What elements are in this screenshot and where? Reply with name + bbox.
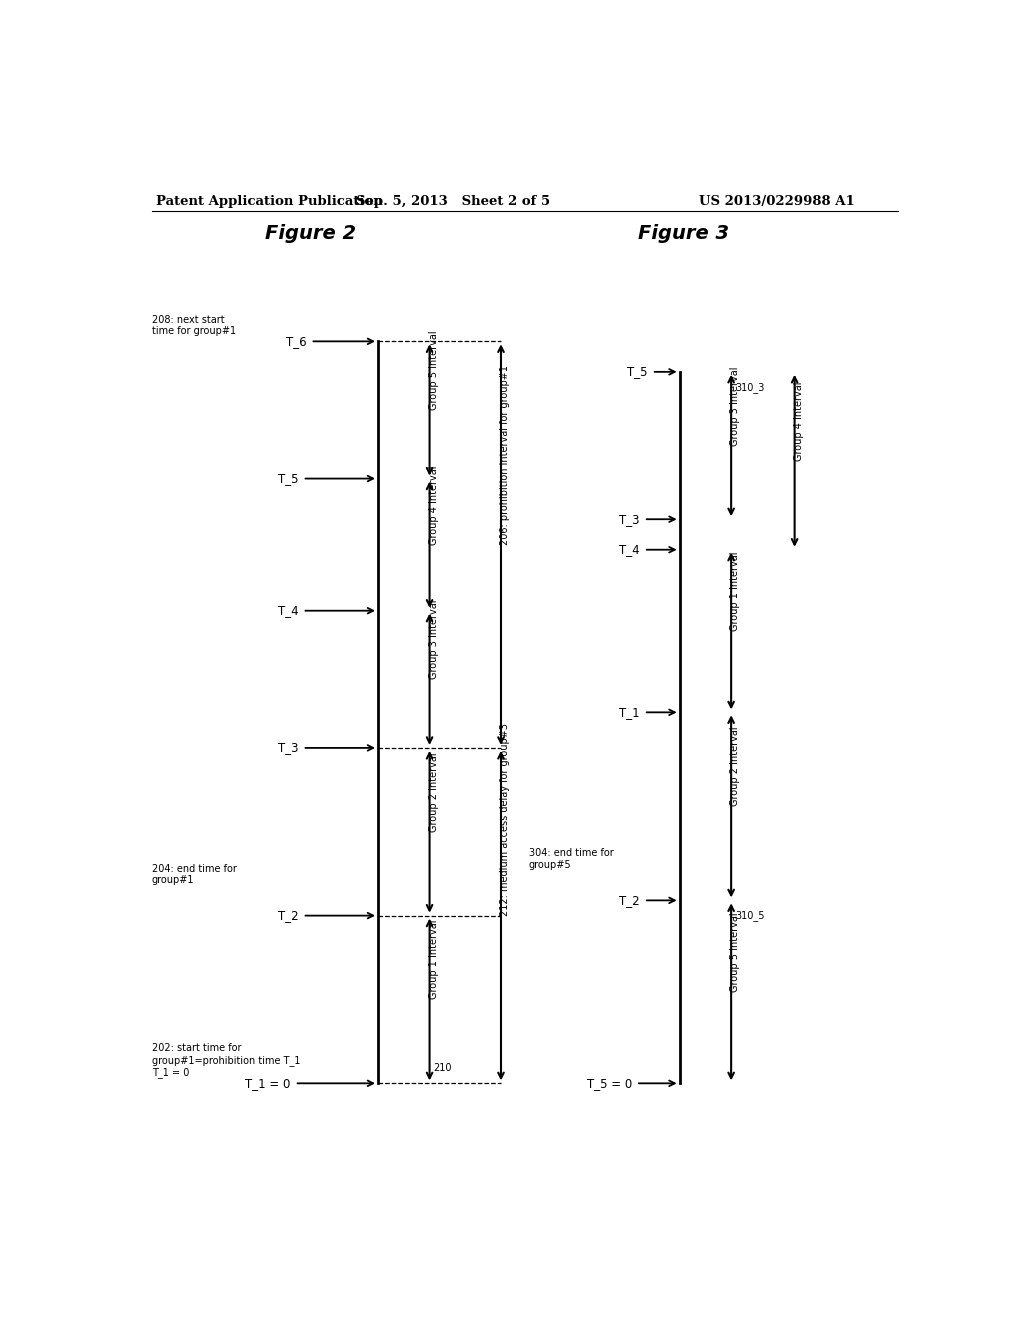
Text: T_5: T_5: [628, 366, 648, 379]
Text: 210: 210: [433, 1063, 452, 1073]
Text: Sep. 5, 2013   Sheet 2 of 5: Sep. 5, 2013 Sheet 2 of 5: [356, 195, 551, 209]
Text: Group 5 Interval: Group 5 Interval: [730, 912, 740, 991]
Text: T_5 = 0: T_5 = 0: [587, 1077, 632, 1090]
Text: Group 3 Interval: Group 3 Interval: [428, 599, 438, 680]
Text: Patent Application Publication: Patent Application Publication: [156, 195, 383, 209]
Text: 310_5: 310_5: [735, 911, 765, 921]
Text: 310_3: 310_3: [735, 381, 765, 393]
Text: Group 5 Interval: Group 5 Interval: [428, 330, 438, 411]
Text: 212: medium access delay for group#3: 212: medium access delay for group#3: [500, 722, 510, 916]
Text: Group 2 Interval: Group 2 Interval: [730, 727, 740, 807]
Text: Group 4 Interval: Group 4 Interval: [428, 465, 438, 545]
Text: Figure 3: Figure 3: [638, 224, 729, 243]
Text: Figure 2: Figure 2: [265, 224, 356, 243]
Text: T_2: T_2: [620, 894, 640, 907]
Text: T_4: T_4: [620, 544, 640, 556]
Text: T_4: T_4: [278, 605, 299, 618]
Text: 304: end time for
group#5: 304: end time for group#5: [528, 849, 613, 870]
Text: Group 2 Interval: Group 2 Interval: [428, 752, 438, 832]
Text: 208: next start
time for group#1: 208: next start time for group#1: [152, 314, 236, 337]
Text: Group 3 Interval: Group 3 Interval: [730, 366, 740, 446]
Text: T_2: T_2: [278, 909, 299, 923]
Text: 204: end time for
group#1: 204: end time for group#1: [152, 863, 237, 886]
Text: Group 1 Interval: Group 1 Interval: [730, 552, 740, 631]
Text: 206: prohibition interval for group#1: 206: prohibition interval for group#1: [500, 364, 510, 545]
Text: Group 4 Interval: Group 4 Interval: [794, 381, 804, 461]
Text: T_3: T_3: [279, 742, 299, 755]
Text: T_3: T_3: [620, 512, 640, 525]
Text: US 2013/0229988 A1: US 2013/0229988 A1: [699, 195, 855, 209]
Text: T_1 = 0: T_1 = 0: [246, 1077, 291, 1090]
Text: T_1: T_1: [620, 706, 640, 719]
Text: 202: start time for
group#1=prohibition time T_1
T_1 = 0: 202: start time for group#1=prohibition …: [152, 1043, 300, 1078]
Text: T_5: T_5: [279, 473, 299, 484]
Text: Group 1 Interval: Group 1 Interval: [428, 920, 438, 999]
Text: T_6: T_6: [286, 335, 306, 348]
